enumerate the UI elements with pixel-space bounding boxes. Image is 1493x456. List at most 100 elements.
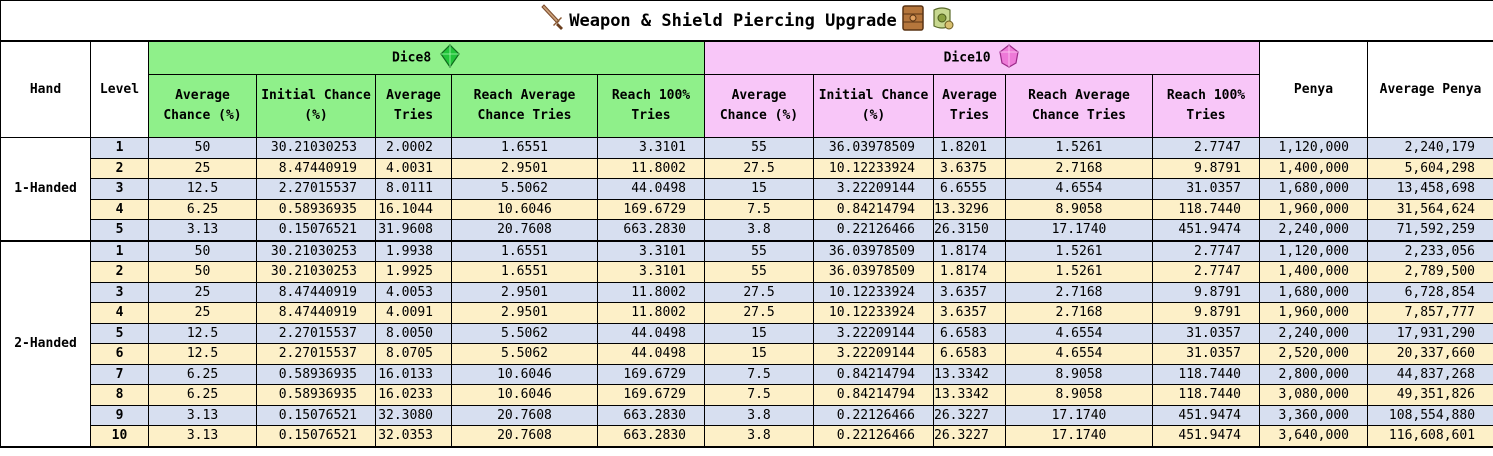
dice10-initial-chance-cell: 36.03978509 [813, 240, 934, 262]
green-gem-icon [439, 44, 461, 72]
level-cell: 3 [90, 178, 149, 200]
dice8-reach-average-cell: 5.5062 [451, 343, 598, 365]
dice8-initial-chance-cell: 0.58936935 [256, 363, 376, 385]
penya-cell: 1,680,000 [1259, 178, 1368, 200]
average-penya-cell: 31,564,624 [1366, 198, 1493, 220]
dice8-average-chance-cell: 3.13 [148, 425, 257, 448]
dice10-reach-100-cell: 9.8791 [1152, 157, 1260, 179]
table-title-cell: Weapon & Shield Piercing Upgrade [0, 0, 1493, 42]
level-cell: 10 [90, 425, 149, 448]
dice10-average-tries-cell: 1.8174 [933, 240, 1006, 262]
dice10-average-chance-cell: 15 [704, 322, 814, 344]
dice8-average-tries-cell: 8.0050 [375, 322, 452, 344]
dice10-average-chance-cell: 7.5 [704, 384, 814, 406]
dice8-average-tries-cell: 4.0031 [375, 157, 452, 179]
table-row: 2-Handed 1 50 30.21030253 1.9938 1.6551 3.3101… [0, 240, 1493, 448]
dice8-initial-chance-cell: 2.27015537 [256, 178, 376, 200]
average-penya-cell: 2,233,056 [1366, 240, 1493, 262]
dice10-initial-chance-cell: 0.22126466 [813, 425, 934, 448]
dice8-initial-chance-cell: 2.27015537 [256, 343, 376, 365]
dice10-average-tries-cell: 13.3296 [933, 198, 1006, 220]
dice10-average-chance-cell: 27.5 [704, 157, 814, 179]
dice8-average-chance-cell: 12.5 [148, 322, 257, 344]
dice10-reach-average-cell: 4.6554 [1005, 322, 1153, 344]
dice10-initial-chance-cell: 10.12233924 [813, 157, 934, 179]
average-penya-cell: 6,728,854 [1366, 281, 1493, 303]
average-penya-cell: 116,608,601 [1366, 425, 1493, 448]
level-cell: 4 [90, 198, 149, 220]
dice8-reach-100-cell: 663.2830 [597, 219, 705, 242]
dice8-average-chance-cell: 6.25 [148, 384, 257, 406]
dice10-average-chance-cell: 3.8 [704, 219, 814, 242]
dice8-average-chance-header: Average Chance (%) [148, 74, 257, 138]
dice8-reach-average-cell: 5.5062 [451, 322, 598, 344]
dice10-reach-average-cell: 1.5261 [1005, 240, 1153, 262]
dice8-reach-100-cell: 44.0498 [597, 322, 705, 344]
dice10-reach-average-cell: 4.6554 [1005, 178, 1153, 200]
table-row: 10 3.13 0.15076521 32.0353 20.7608 663.2830 3.… [1, 425, 1493, 448]
level-cell: 2 [90, 261, 149, 283]
dice10-reach-average-cell: 17.1740 [1005, 425, 1153, 448]
dice10-initial-chance-cell: 36.03978509 [813, 137, 934, 159]
table-title: Weapon & Shield Piercing Upgrade [569, 10, 897, 31]
dice10-reach-100-cell: 31.0357 [1152, 178, 1260, 200]
dice10-initial-chance-cell: 10.12233924 [813, 302, 934, 324]
dice8-average-tries-cell: 1.9938 [375, 240, 452, 262]
dice8-initial-chance-cell: 0.15076521 [256, 425, 376, 448]
hand-cell: 1-Handed [0, 137, 91, 242]
dice10-average-chance-cell: 55 [704, 240, 814, 262]
hand-header: Hand [0, 40, 91, 138]
dice8-average-tries-cell: 2.0002 [375, 137, 452, 159]
level-cell: 5 [90, 322, 149, 344]
penya-cell: 1,960,000 [1259, 198, 1368, 220]
dice10-reach-100-cell: 2.7747 [1152, 137, 1260, 159]
dice10-reach-average-cell: 4.6554 [1005, 343, 1153, 365]
penya-cell: 3,360,000 [1259, 404, 1368, 426]
dice10-average-tries-cell: 13.3342 [933, 363, 1006, 385]
dice10-reach-average-cell: 2.7168 [1005, 281, 1153, 303]
dice10-average-chance-cell: 27.5 [704, 281, 814, 303]
level-cell: 5 [90, 219, 149, 242]
dice10-reach-average-cell: 8.9058 [1005, 198, 1153, 220]
dice10-average-chance-cell: 15 [704, 178, 814, 200]
dice10-reach-average-cell: 8.9058 [1005, 363, 1153, 385]
dice10-reach-100-cell: 9.8791 [1152, 302, 1260, 324]
dice8-initial-chance-cell: 30.21030253 [256, 137, 376, 159]
dice8-average-chance-cell: 25 [148, 157, 257, 179]
dice10-reach-average-cell: 8.9058 [1005, 384, 1153, 406]
penya-cell: 3,640,000 [1259, 425, 1368, 448]
dice10-reach-100-cell: 118.7440 [1152, 384, 1260, 406]
dice10-average-tries-cell: 26.3227 [933, 404, 1006, 426]
dice8-average-chance-cell: 50 [148, 240, 257, 262]
dice8-reach-average-cell: 2.9501 [451, 157, 598, 179]
dice10-average-tries-cell: 6.6583 [933, 343, 1006, 365]
dice8-average-tries-cell: 31.9608 [375, 219, 452, 242]
penya-cell: 2,520,000 [1259, 343, 1368, 365]
dice10-average-chance-cell: 3.8 [704, 404, 814, 426]
dice8-initial-chance-cell: 8.47440919 [256, 302, 376, 324]
dice10-reach-average-cell: 1.5261 [1005, 261, 1153, 283]
penya-cell: 1,400,000 [1259, 157, 1368, 179]
table-row: 4 6.25 0.58936935 16.1044 10.6046 169.6729 7.5… [1, 198, 1493, 220]
dice8-reach-average-cell: 1.6551 [451, 137, 598, 159]
pink-gem-icon [998, 44, 1020, 72]
dice10-reach-100-cell: 31.0357 [1152, 343, 1260, 365]
dice8-average-chance-cell: 3.13 [148, 404, 257, 426]
penya-cell: 1,960,000 [1259, 302, 1368, 324]
dice8-average-chance-cell: 6.25 [148, 198, 257, 220]
dice10-reach-average-cell: 17.1740 [1005, 219, 1153, 242]
dice10-initial-chance-cell: 3.22209144 [813, 343, 934, 365]
dice8-average-tries-cell: 32.3080 [375, 404, 452, 426]
dice10-average-tries-cell: 3.6375 [933, 157, 1006, 179]
dice10-average-chance-cell: 3.8 [704, 425, 814, 448]
level-cell: 7 [90, 363, 149, 385]
penya-cell: 1,120,000 [1259, 137, 1368, 159]
level-cell: 9 [90, 404, 149, 426]
dice8-initial-chance-cell: 0.58936935 [256, 384, 376, 406]
table-row: 6 12.5 2.27015537 8.0705 5.5062 44.0498 15 3.22… [1, 343, 1493, 365]
average-penya-header: Average Penya [1366, 40, 1493, 138]
level-header: Level [90, 40, 149, 138]
dice8-initial-chance-cell: 30.21030253 [256, 240, 376, 262]
penya-cell: 1,680,000 [1259, 281, 1368, 303]
dice10-label: Dice10 [943, 50, 991, 66]
